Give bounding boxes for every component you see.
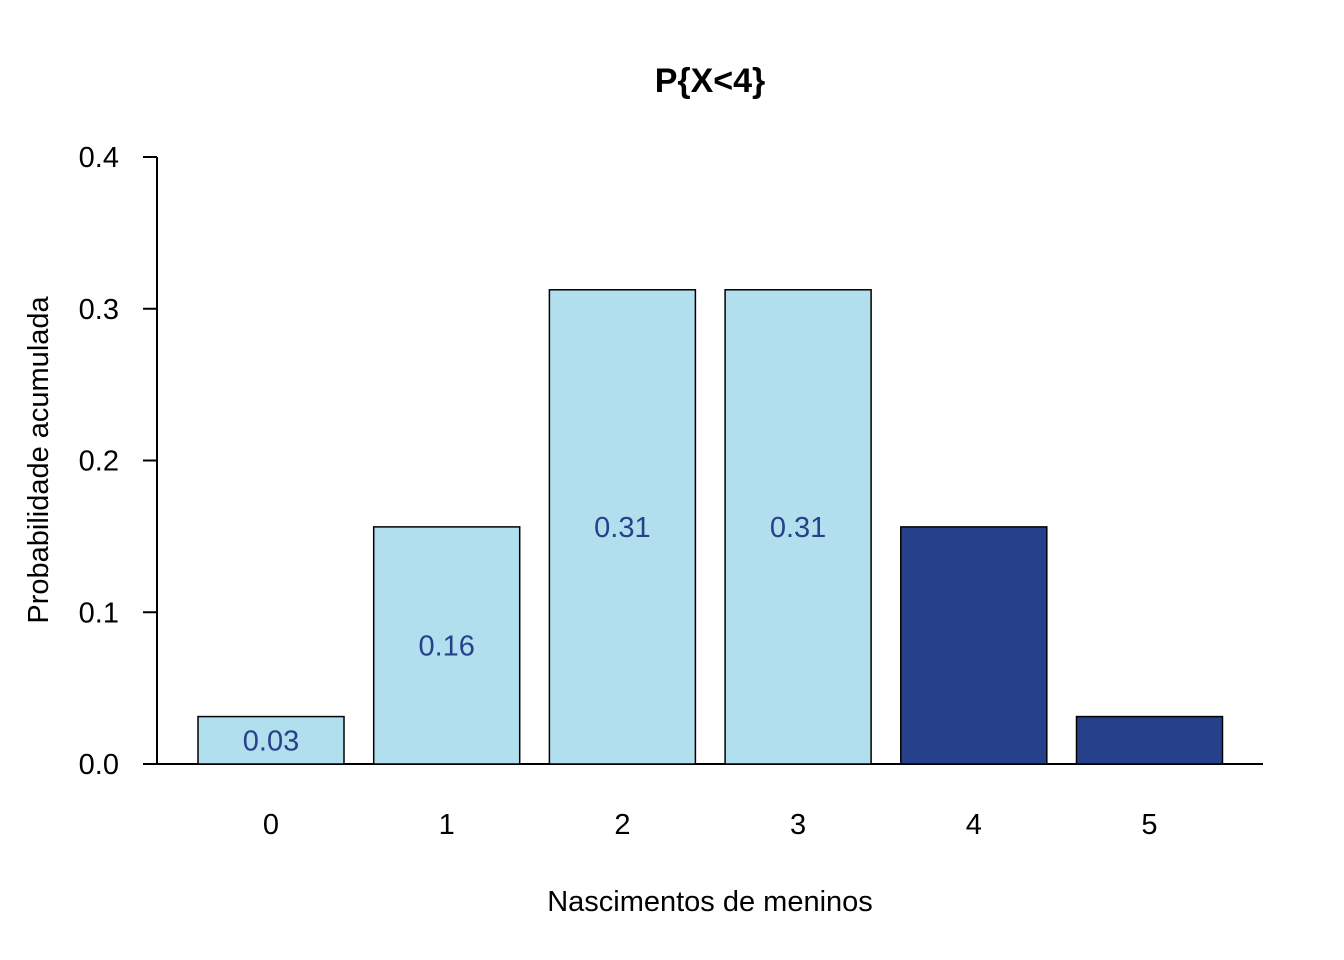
x-tick-label: 0 [263,809,279,841]
x-tick-label: 4 [966,809,982,841]
bar-3 [724,289,872,765]
x-tick-label: 1 [439,809,455,841]
x-tick-labels: 0 1 2 3 4 5 [263,809,1158,841]
bar-value-label: 0.16 [418,630,474,662]
bar-value-label: 0.31 [594,512,650,544]
y-tick-label: 0.2 [79,446,119,478]
bar-4 [900,526,1048,765]
y-tick-label: 0.4 [79,142,119,174]
y-axis: 0.0 0.1 0.2 0.3 0.4 [79,142,158,781]
chart-title: P{X<4} [655,62,766,100]
y-axis-label: Probabilidade acumulada [23,295,55,623]
bar-value-label: 0.03 [243,725,299,757]
bar-2 [548,289,697,765]
x-tick-label: 3 [790,809,806,841]
y-tick-label: 0.1 [79,597,119,629]
bars [197,289,1224,765]
bar-value-label: 0.31 [770,512,826,544]
bar-5 [1075,715,1224,765]
x-tick-label: 5 [1141,809,1157,841]
x-axis-label: Nascimentos de meninos [547,886,873,918]
bar-1 [372,526,521,765]
y-tick-label: 0.3 [79,294,119,326]
y-tick-label: 0.0 [79,749,119,781]
bar-labels: 0.03 0.16 0.31 0.31 [243,512,827,757]
bar-0 [197,715,345,765]
x-tick-label: 2 [614,809,630,841]
